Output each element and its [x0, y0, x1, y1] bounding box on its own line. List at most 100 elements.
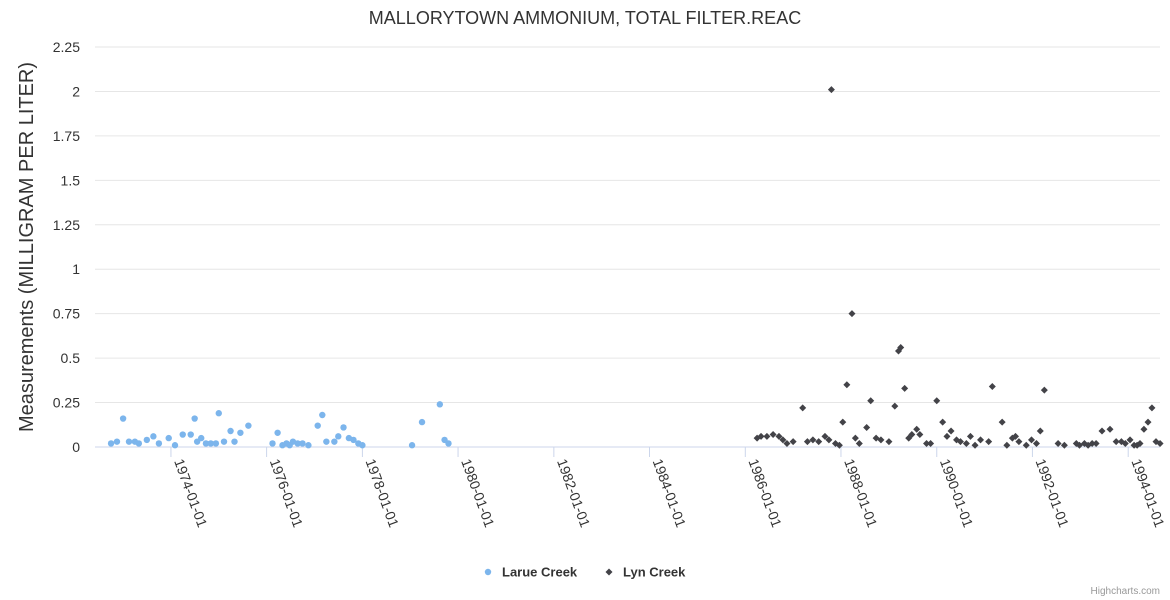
data-point[interactable]: [848, 310, 856, 318]
data-point[interactable]: [1036, 427, 1044, 435]
data-point[interactable]: [231, 438, 238, 445]
data-point[interactable]: [155, 440, 163, 447]
data-point[interactable]: [775, 432, 783, 440]
data-point[interactable]: [408, 442, 416, 449]
data-point[interactable]: [1012, 432, 1020, 440]
data-point[interactable]: [1156, 439, 1164, 447]
data-point[interactable]: [212, 440, 220, 447]
data-point[interactable]: [956, 438, 964, 446]
data-point[interactable]: [843, 381, 851, 389]
data-point[interactable]: [1054, 439, 1062, 447]
data-point[interactable]: [1144, 418, 1152, 426]
data-point[interactable]: [269, 440, 276, 447]
data-point[interactable]: [916, 431, 924, 439]
data-point[interactable]: [947, 427, 955, 435]
data-point[interactable]: [171, 442, 179, 449]
data-point[interactable]: [359, 442, 366, 449]
data-point[interactable]: [436, 401, 444, 408]
data-point[interactable]: [966, 432, 974, 440]
data-point[interactable]: [445, 440, 452, 447]
data-point[interactable]: [305, 442, 312, 449]
data-point[interactable]: [863, 423, 871, 431]
data-point[interactable]: [1140, 425, 1148, 433]
data-point[interactable]: [927, 439, 935, 447]
data-point[interactable]: [962, 439, 970, 447]
data-point[interactable]: [179, 431, 186, 438]
data-point[interactable]: [299, 440, 306, 447]
data-point[interactable]: [294, 440, 301, 447]
data-point[interactable]: [835, 441, 843, 449]
data-point[interactable]: [901, 384, 909, 392]
data-point[interactable]: [943, 432, 951, 440]
data-point[interactable]: [839, 418, 847, 426]
data-point[interactable]: [815, 438, 823, 446]
data-point[interactable]: [763, 432, 771, 440]
data-point[interactable]: [1126, 436, 1134, 444]
data-point[interactable]: [867, 397, 875, 405]
data-point[interactable]: [220, 438, 228, 445]
data-point[interactable]: [107, 440, 115, 447]
data-point[interactable]: [314, 422, 321, 429]
data-point[interactable]: [1092, 439, 1100, 447]
data-point[interactable]: [340, 424, 347, 431]
data-point[interactable]: [150, 433, 157, 440]
data-point[interactable]: [1027, 436, 1035, 444]
data-point[interactable]: [1121, 439, 1129, 447]
data-point[interactable]: [971, 441, 979, 449]
data-point[interactable]: [877, 436, 885, 444]
data-point[interactable]: [933, 397, 941, 405]
data-point[interactable]: [799, 404, 807, 412]
data-point[interactable]: [851, 434, 859, 442]
data-point[interactable]: [779, 436, 787, 444]
data-point[interactable]: [198, 434, 205, 442]
data-point[interactable]: [908, 431, 916, 439]
legend[interactable]: Larue Creek Lyn Creek: [484, 565, 687, 580]
data-point[interactable]: [1015, 438, 1023, 446]
data-point[interactable]: [803, 438, 811, 446]
data-point[interactable]: [237, 429, 244, 436]
data-point[interactable]: [998, 418, 1006, 426]
data-point[interactable]: [319, 411, 326, 419]
data-point[interactable]: [855, 439, 863, 447]
credits-link[interactable]: Highcharts.com: [1091, 586, 1160, 597]
data-point[interactable]: [897, 343, 905, 351]
data-point[interactable]: [913, 425, 921, 433]
data-point[interactable]: [1088, 439, 1096, 447]
data-point[interactable]: [187, 431, 194, 438]
data-point[interactable]: [165, 434, 172, 442]
data-point[interactable]: [202, 440, 210, 447]
data-point[interactable]: [191, 415, 198, 422]
legend-item[interactable]: Lyn Creek: [605, 565, 687, 580]
data-point[interactable]: [985, 438, 993, 446]
data-point[interactable]: [207, 440, 214, 447]
data-point[interactable]: [1098, 427, 1106, 435]
data-point[interactable]: [825, 436, 833, 444]
data-point[interactable]: [418, 418, 426, 426]
data-point[interactable]: [1136, 439, 1144, 447]
data-point[interactable]: [1106, 425, 1114, 433]
data-point[interactable]: [1003, 441, 1011, 449]
data-point[interactable]: [1148, 404, 1156, 412]
data-point[interactable]: [1060, 441, 1068, 449]
data-point[interactable]: [827, 86, 835, 94]
data-point[interactable]: [885, 438, 893, 446]
data-point[interactable]: [143, 436, 151, 444]
data-point[interactable]: [323, 438, 330, 445]
data-point[interactable]: [350, 436, 357, 444]
data-point[interactable]: [977, 436, 985, 444]
data-point[interactable]: [789, 438, 797, 446]
data-point[interactable]: [939, 418, 947, 426]
data-point[interactable]: [1022, 441, 1030, 449]
data-point[interactable]: [1112, 438, 1120, 446]
data-point[interactable]: [769, 431, 777, 439]
data-point[interactable]: [125, 438, 133, 445]
data-point[interactable]: [227, 427, 234, 435]
data-point[interactable]: [757, 432, 765, 440]
data-point[interactable]: [1040, 386, 1048, 394]
data-point[interactable]: [215, 410, 222, 417]
data-point[interactable]: [245, 422, 252, 429]
data-point[interactable]: [331, 438, 338, 445]
data-point[interactable]: [335, 433, 342, 440]
data-point[interactable]: [809, 436, 817, 444]
data-point[interactable]: [783, 439, 791, 447]
